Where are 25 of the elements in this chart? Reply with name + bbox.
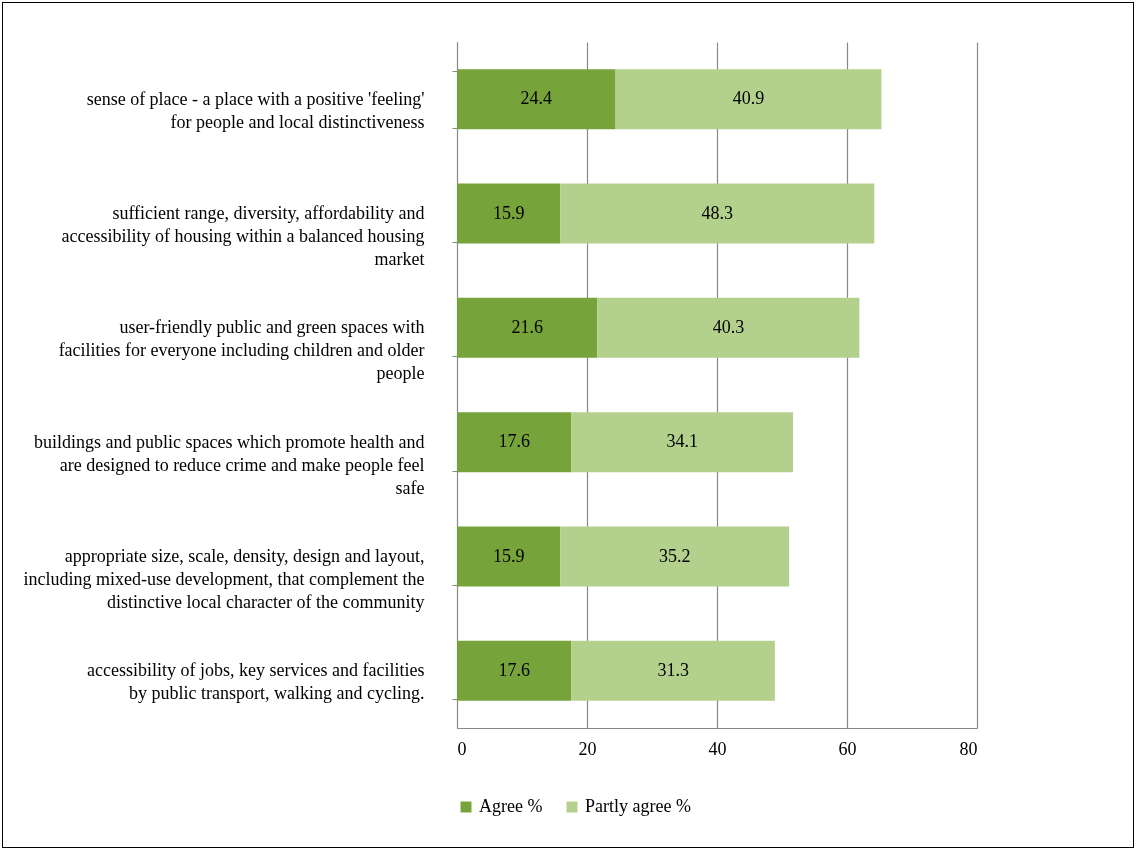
y-tick-label: user-friendly public and green spaces with facilities for everyone including children and older people	[58, 317, 425, 384]
data-label: 17.6	[498, 431, 530, 452]
y-tick-label: appropriate size, scale, density, design and layout, including mixed-use development, that complement the distinctive local character of the community	[23, 546, 425, 612]
data-label: 48.3	[701, 202, 734, 223]
data-label: 40.9	[732, 88, 765, 109]
x-tick-label: 20	[578, 738, 597, 759]
y-tick-label: sense of place - a place with a positive 'feeling' for people and local distinctiveness	[86, 88, 425, 132]
x-tick-label: 0	[457, 738, 467, 759]
data-label: 17.6	[498, 659, 530, 680]
data-label: 34.1	[666, 431, 698, 452]
data-label: 24.4	[520, 88, 553, 109]
y-tick-label: sufficient range, diversity, affordability and accessibility of housing within a balanced housing market	[61, 203, 425, 269]
x-tick-label: 60	[838, 738, 857, 759]
y-tick-label: buildings and public spaces which promote health and are designed to reduce crime and make people feel safe	[34, 431, 425, 498]
legend-label: Partly agree %	[585, 796, 691, 816]
data-label: 15.9	[492, 545, 525, 566]
data-label: 40.3	[712, 316, 745, 337]
data-label: 31.3	[657, 659, 689, 680]
data-label: 35.2	[659, 545, 691, 566]
y-tick-label: accessibility of jobs, key services and facilities by public transport, walking and cycling.	[87, 660, 425, 704]
x-tick-label: 80	[959, 738, 978, 759]
x-tick-label: 40	[708, 738, 727, 759]
legend-label: Agree %	[479, 796, 543, 816]
data-label: 15.9	[492, 202, 525, 223]
data-label: 21.6	[511, 316, 543, 337]
